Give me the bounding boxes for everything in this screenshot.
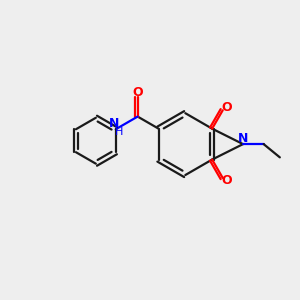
- Text: N: N: [238, 132, 248, 145]
- Text: N: N: [109, 117, 119, 130]
- Text: O: O: [132, 85, 143, 99]
- Text: O: O: [221, 174, 232, 187]
- Text: H: H: [115, 127, 123, 137]
- Text: O: O: [221, 101, 232, 114]
